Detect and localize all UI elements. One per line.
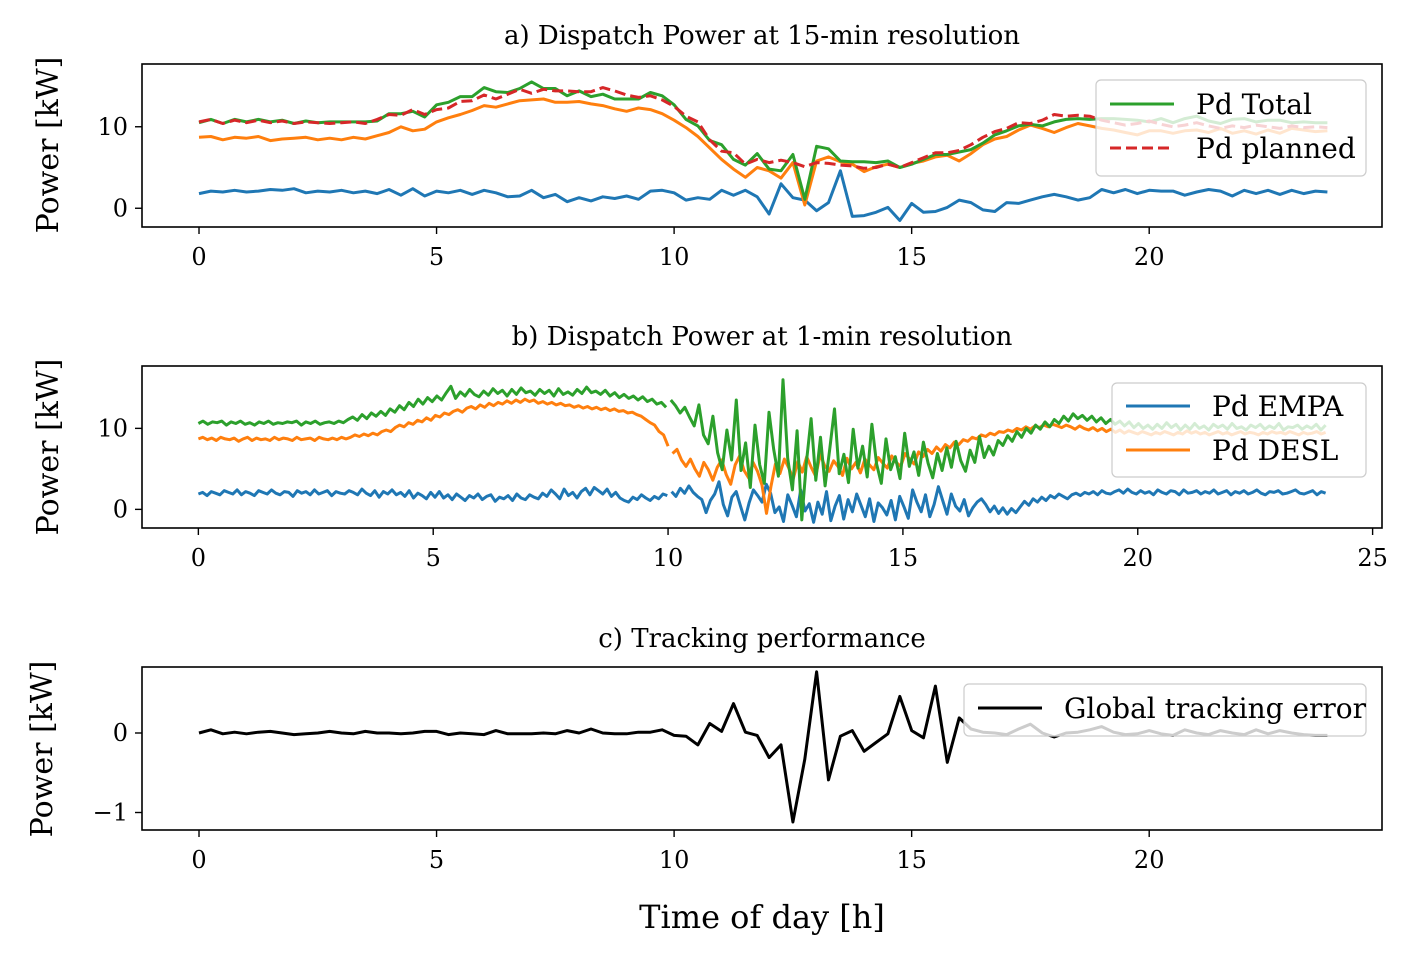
panel-c-ticks: 0 5 10 15 20 0 −1 (93, 719, 1165, 874)
x-tick-label: 10 (659, 243, 690, 271)
x-axis-label: Time of day [h] (639, 898, 885, 936)
y-tick-label: 0 (113, 719, 128, 747)
x-tick-label: 5 (429, 846, 444, 874)
series-line-pd-empa (197, 480, 1327, 524)
legend-box (963, 683, 1367, 737)
panel-a-legend: Pd Total Pd planned (1095, 79, 1367, 177)
x-tick-label: 15 (896, 243, 927, 271)
x-tick-label: 0 (191, 544, 206, 572)
panel-a-frame (141, 63, 1383, 228)
x-tick-label: 10 (659, 846, 690, 874)
panel-a-ylabel: Power [kW] (31, 57, 66, 234)
panel-c-ylabel: Power [kW] (25, 661, 60, 838)
legend-label-pd-total: Pd Total (1196, 88, 1312, 121)
y-tick-label: 0 (113, 194, 128, 222)
x-tick-label: 5 (429, 243, 444, 271)
legend-label-global-tracking-error: Global tracking error (1064, 692, 1367, 725)
panel-c: c) Tracking performance Power [kW] 0 5 10 1… (25, 624, 1383, 874)
panel-a-title: a) Dispatch Power at 15-min resolution (504, 21, 1020, 51)
x-tick-label: 20 (1134, 243, 1165, 271)
panel-c-legend: Global tracking error (963, 683, 1367, 737)
legend-label-pd-planned: Pd planned (1196, 132, 1356, 165)
legend-label-pd-empa: Pd EMPA (1212, 390, 1344, 423)
y-tick-label: 0 (113, 495, 128, 523)
y-tick-label: 10 (97, 414, 128, 442)
panel-c-title: c) Tracking performance (598, 624, 926, 654)
panel-a: a) Dispatch Power at 15-min resolution P… (31, 21, 1383, 271)
panel-b-legend: Pd EMPA Pd DESL (1111, 382, 1367, 478)
x-tick-label: 10 (653, 544, 684, 572)
y-tick-label: 10 (97, 113, 128, 141)
panel-c-frame (141, 666, 1383, 831)
x-tick-label: 0 (191, 243, 206, 271)
x-tick-label: 15 (896, 846, 927, 874)
x-tick-label: 15 (888, 544, 919, 572)
x-tick-label: 25 (1357, 544, 1388, 572)
panel-b: b) Dispatch Power at 1-min resolution Po… (31, 322, 1388, 572)
panel-b-frame (141, 365, 1383, 529)
panel-b-title: b) Dispatch Power at 1-min resolution (512, 322, 1013, 352)
panel-b-ylabel: Power [kW] (31, 359, 66, 536)
x-tick-label: 0 (191, 846, 206, 874)
x-tick-label: 5 (426, 544, 441, 572)
series-line-pd-empa (198, 169, 1328, 222)
legend-label-pd-desl: Pd DESL (1212, 434, 1338, 467)
x-tick-label: 20 (1134, 846, 1165, 874)
x-tick-label: 20 (1122, 544, 1153, 572)
y-tick-label: −1 (93, 799, 128, 827)
panel-a-ticks: 0 5 10 15 20 0 10 (97, 113, 1164, 271)
panel-b-ticks: 0 5 10 15 20 25 0 10 (97, 414, 1387, 572)
